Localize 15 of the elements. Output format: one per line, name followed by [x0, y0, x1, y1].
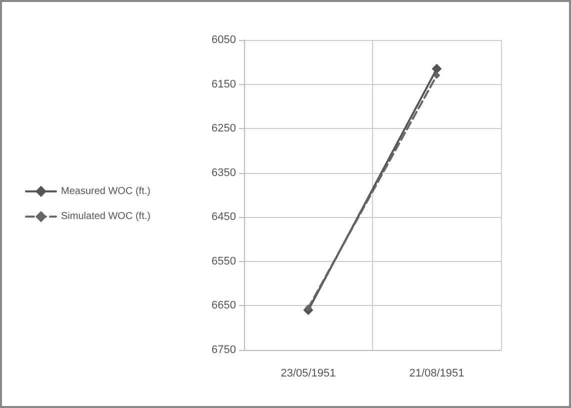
y-tick-label: 6650: [212, 300, 236, 312]
x-tick-label: 23/05/1951: [280, 368, 336, 380]
legend-label: Measured WOC (ft.): [61, 186, 150, 197]
point: [432, 64, 442, 74]
legend-label: Simulated WOC (ft.): [61, 211, 150, 222]
point: [304, 304, 312, 312]
y-tick-label: 6050: [212, 34, 236, 46]
y-tick-label: 6350: [212, 166, 236, 179]
y-tick-label: 6250: [212, 122, 236, 135]
y-tick-label: 6550: [212, 255, 236, 268]
y-tick-label: 6750: [212, 344, 236, 356]
y-tick-label: 6150: [212, 78, 236, 90]
y-tick-label: 6450: [212, 211, 236, 224]
point: [433, 72, 440, 79]
x-tick-label: 21/08/1951: [409, 368, 464, 380]
